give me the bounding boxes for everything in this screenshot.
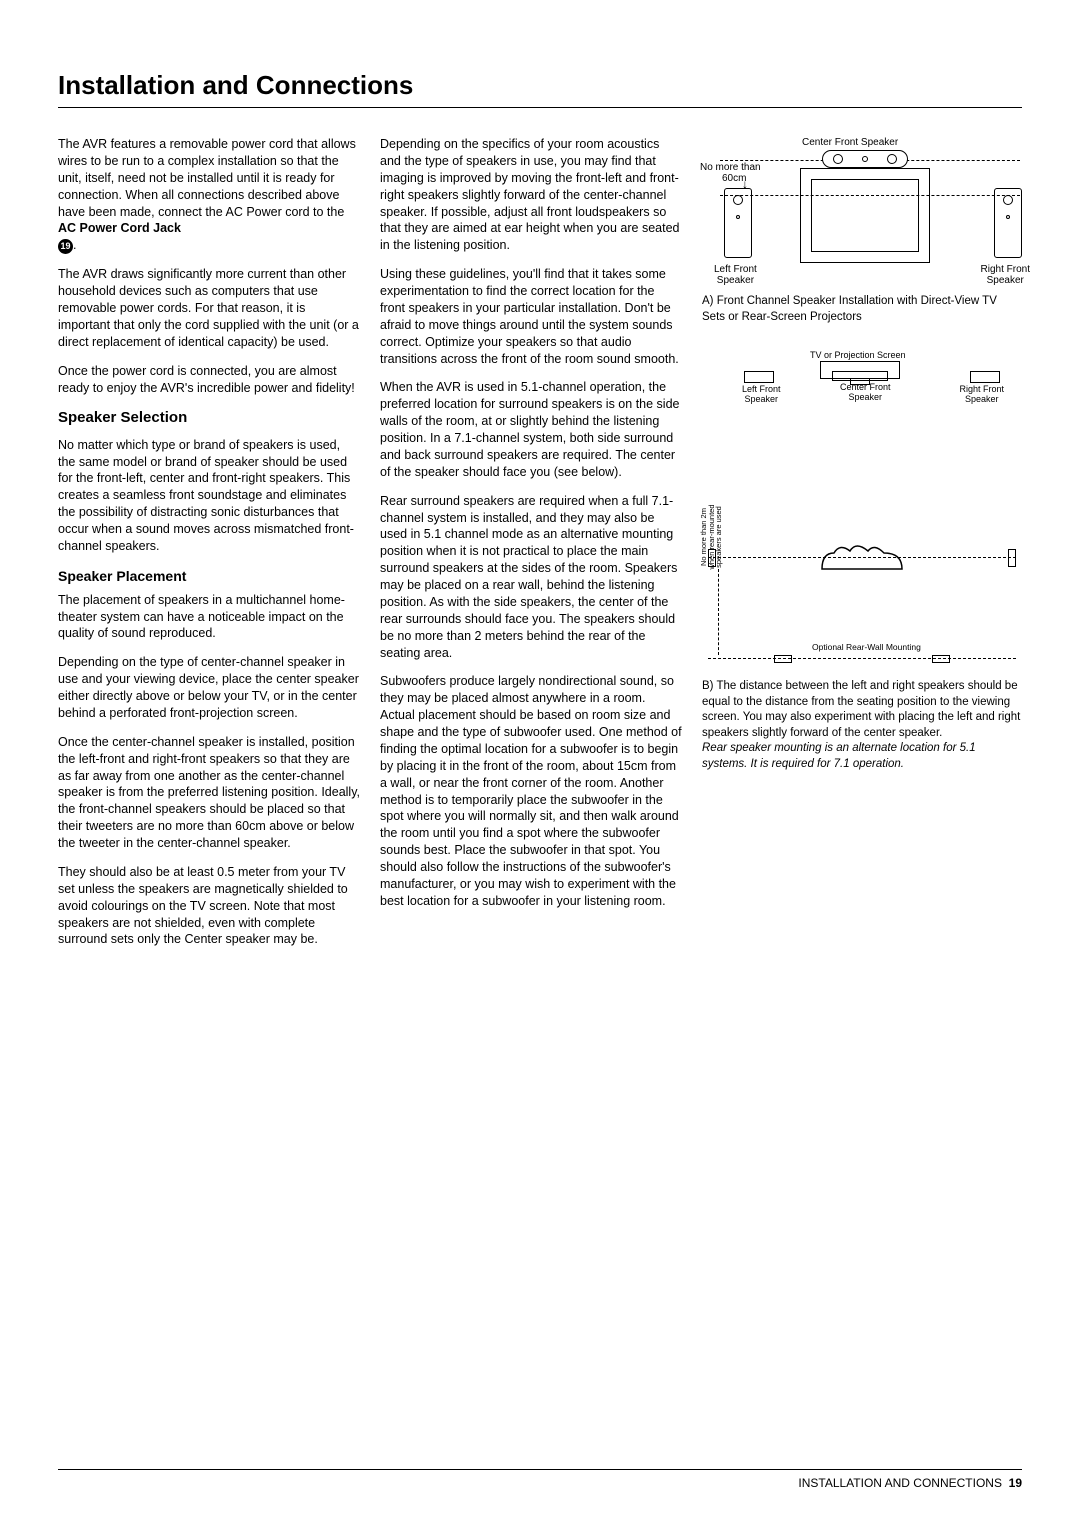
right-speaker-icon bbox=[994, 188, 1022, 258]
left-front-label: Left FrontSpeaker bbox=[742, 385, 781, 405]
footer-divider bbox=[58, 1469, 1022, 1470]
subsection-heading: Speaker Placement bbox=[58, 567, 360, 586]
para: The AVR features a removable power cord … bbox=[58, 136, 360, 254]
para: Depending on the specifics of your room … bbox=[380, 136, 682, 254]
footer-section: INSTALLATION AND CONNECTIONS bbox=[798, 1476, 1002, 1490]
footer: INSTALLATION AND CONNECTIONS 19 bbox=[798, 1476, 1022, 1490]
left-speaker-icon bbox=[724, 188, 752, 258]
right-speaker-label: Right FrontSpeaker bbox=[981, 264, 1030, 286]
page-number: 19 bbox=[1009, 1476, 1022, 1490]
rear-speaker-icon bbox=[774, 655, 792, 663]
text: B) The distance between the left and rig… bbox=[702, 680, 1020, 739]
left-speaker-label: Left FrontSpeaker bbox=[714, 264, 757, 286]
text: The AVR features a removable power cord … bbox=[58, 137, 356, 219]
para: Depending on the type of center-channel … bbox=[58, 654, 360, 722]
center-speaker-icon bbox=[832, 371, 888, 381]
page-title: Installation and Connections bbox=[58, 70, 1022, 108]
tv-icon bbox=[800, 168, 930, 263]
text: No more than bbox=[700, 162, 761, 173]
center-speaker-label: Center Front Speaker bbox=[802, 136, 898, 150]
para: Rear surround speakers are required when… bbox=[380, 493, 682, 662]
para: Subwoofers produce largely nondirectiona… bbox=[380, 673, 682, 909]
column-2: Depending on the specifics of your room … bbox=[380, 136, 682, 960]
figure-a-caption: A) Front Channel Speaker Installation wi… bbox=[702, 294, 1022, 325]
side-distance-label: No more than 2mwhen rear-mountedspeakers… bbox=[700, 497, 723, 577]
para: The AVR draws significantly more current… bbox=[58, 266, 360, 350]
figure-b-caption: B) The distance between the left and rig… bbox=[702, 679, 1022, 772]
para: When the AVR is used in 5.1-channel oper… bbox=[380, 379, 682, 480]
center-speaker-label: Center FrontSpeaker bbox=[840, 383, 891, 403]
center-speaker-icon bbox=[822, 150, 908, 168]
column-1: The AVR features a removable power cord … bbox=[58, 136, 360, 960]
content-columns: The AVR features a removable power cord … bbox=[58, 136, 1022, 960]
left-front-speaker-icon bbox=[744, 371, 774, 383]
section-heading: Speaker Selection bbox=[58, 408, 360, 428]
dashed-line bbox=[708, 658, 1016, 659]
para: No matter which type or brand of speaker… bbox=[58, 437, 360, 555]
dashed-line bbox=[708, 557, 1016, 558]
rear-speaker-icon bbox=[932, 655, 950, 663]
para: Once the power cord is connected, you ar… bbox=[58, 363, 360, 397]
para: They should also be at least 0.5 meter f… bbox=[58, 864, 360, 948]
bold-text: AC Power Cord Jack bbox=[58, 221, 181, 235]
tv-label: TV or Projection Screen bbox=[810, 349, 906, 361]
side-speaker-icon bbox=[1008, 549, 1016, 567]
figure-b: TV or Projection Screen Center FrontSpea… bbox=[702, 341, 1022, 671]
rear-mounting-label: Optional Rear-Wall Mounting bbox=[812, 642, 921, 653]
dashed-line bbox=[718, 569, 719, 655]
para: Once the center-channel speaker is insta… bbox=[58, 734, 360, 852]
figure-a: Center Front Speaker No more than 60cm ↓… bbox=[702, 136, 1022, 286]
right-front-label: Right FrontSpeaker bbox=[959, 385, 1004, 405]
para: The placement of speakers in a multichan… bbox=[58, 592, 360, 643]
italic-text: Rear speaker mounting is an alternate lo… bbox=[702, 742, 976, 770]
right-front-speaker-icon bbox=[970, 371, 1000, 383]
para: Using these guidelines, you'll find that… bbox=[380, 266, 682, 367]
column-3: Center Front Speaker No more than 60cm ↓… bbox=[702, 136, 1022, 960]
distance-label: No more than 60cm bbox=[700, 162, 761, 184]
jack-number-icon: 19 bbox=[58, 239, 73, 254]
